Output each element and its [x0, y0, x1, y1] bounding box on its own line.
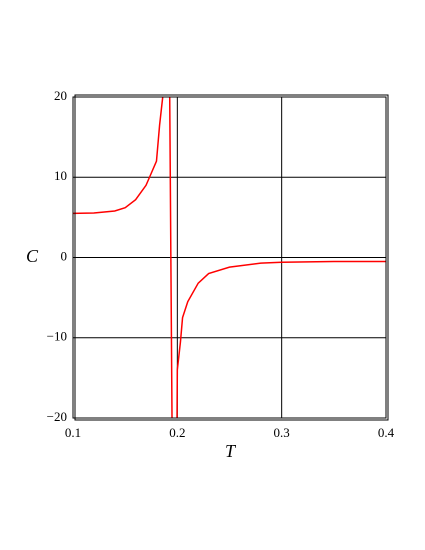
- y-tick-label: −20: [47, 409, 67, 424]
- y-tick-label: 0: [61, 248, 68, 263]
- plot-area: [73, 97, 386, 418]
- x-tick-label: 0.4: [378, 425, 395, 440]
- y-axis-label: C: [26, 246, 39, 266]
- y-tick-label: 10: [54, 168, 67, 183]
- y-tick-label: −10: [47, 329, 67, 344]
- x-tick-label: 0.3: [274, 425, 290, 440]
- grid: [72, 96, 387, 419]
- x-tick-label: 0.1: [65, 425, 81, 440]
- x-axis-label: T: [225, 441, 237, 461]
- curve: [73, 97, 386, 418]
- frame-outer: [74, 94, 389, 421]
- frame: [72, 96, 387, 419]
- x-tick-label: 0.2: [169, 425, 185, 440]
- y-tick-label: 20: [54, 88, 67, 103]
